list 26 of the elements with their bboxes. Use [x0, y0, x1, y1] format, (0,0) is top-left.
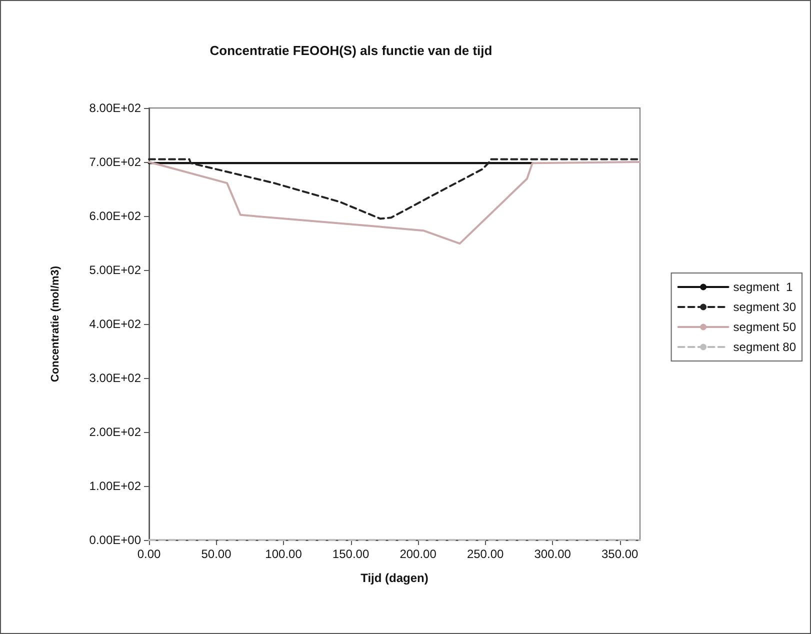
x-tick-label: 50.00: [201, 547, 232, 561]
x-tick-label: 350.00: [601, 547, 638, 561]
y-tick-label: 5.00E+02: [89, 263, 142, 277]
x-tick-label: 250.00: [466, 547, 504, 561]
y-tick-label: 4.00E+02: [89, 317, 142, 331]
x-tick-label: 150.00: [332, 547, 370, 561]
y-tick-label: 0.00E+00: [89, 533, 142, 547]
x-tick-label: 0.00: [137, 547, 161, 561]
y-tick-label: 1.00E+02: [89, 479, 142, 493]
y-tick-label: 7.00E+02: [89, 155, 142, 169]
y-tick-label: 6.00E+02: [89, 209, 142, 223]
chart-title: Concentratie FEOOH(S) als functie van de tijd: [210, 43, 492, 58]
x-axis-title: Tijd (dagen): [360, 571, 428, 585]
line-series: [148, 161, 641, 245]
y-tick-label: 3.00E+02: [89, 371, 142, 385]
x-tick-label: 200.00: [400, 547, 437, 561]
x-tick-label: 300.00: [534, 547, 572, 561]
y-tick-label: 2.00E+02: [89, 425, 142, 439]
legend-label: segment 1: [733, 280, 793, 294]
legend-label: segment 80: [733, 340, 796, 354]
line-series: [148, 158, 641, 220]
x-tick-label: 100.00: [265, 547, 302, 561]
legend-label: segment 50: [733, 320, 796, 334]
y-tick-label: 8.00E+02: [89, 101, 142, 115]
y-axis-title: Concentratie (mol/m3): [50, 266, 62, 382]
legend-label: segment 30: [733, 300, 796, 314]
